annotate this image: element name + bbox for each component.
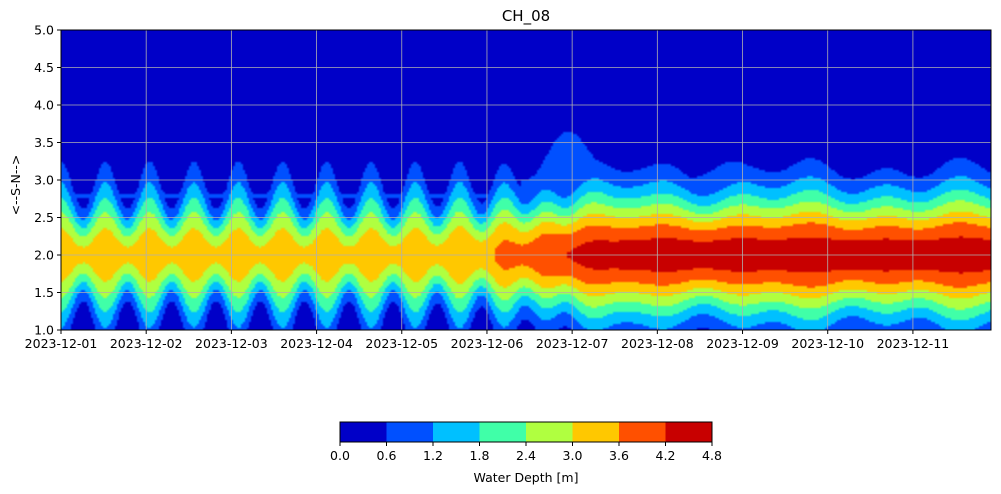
colorbar-tick-label: 3.0 (563, 448, 583, 463)
colorbar-swatch (526, 422, 573, 442)
y-tick-label: 4.0 (34, 98, 54, 113)
colorbar-tick-label: 1.2 (423, 448, 443, 463)
colorbar-tick-label: 1.8 (470, 448, 490, 463)
x-tick-label: 2023-12-02 (110, 336, 183, 351)
x-axis: 2023-12-01 2023-12-02 2023-12-03 2023-12-04… (25, 330, 950, 351)
x-tick-label: 2023-12-11 (877, 336, 950, 351)
x-tick-label: 2023-12-07 (536, 336, 609, 351)
colorbar-tick-label: 0.0 (330, 448, 350, 463)
colorbar-swatch (665, 422, 713, 442)
colorbar-ticks: 0.0 0.6 1.2 1.8 2.4 3.0 3.6 4.2 4.8 (330, 442, 722, 463)
colorbar-swatch (433, 422, 480, 442)
colorbar-swatch (386, 422, 434, 442)
y-tick-label: 2.0 (34, 248, 54, 263)
y-tick-label: 3.0 (34, 173, 54, 188)
x-tick-label: 2023-12-01 (25, 336, 98, 351)
x-tick-label: 2023-12-06 (451, 336, 524, 351)
colorbar-tick-label: 0.6 (377, 448, 397, 463)
colorbar-swatch (479, 422, 527, 442)
colorbar-label: Water Depth [m] (474, 470, 579, 485)
colorbar: 0.0 0.6 1.2 1.8 2.4 3.0 3.6 4.2 4.8 Water Depth … (330, 421, 722, 485)
chart-title: CH_08 (502, 7, 550, 26)
y-axis: 1.0 1.5 2.0 2.5 3.0 3.5 4.0 4.5 5.0 (34, 23, 61, 338)
colorbar-swatch (340, 422, 387, 442)
colorbar-swatch (619, 422, 666, 442)
colorbar-swatch (572, 422, 620, 442)
y-tick-label: 1.0 (34, 323, 54, 338)
colorbar-tick-label: 2.4 (516, 448, 536, 463)
x-tick-label: 2023-12-05 (365, 336, 438, 351)
y-tick-label: 3.5 (34, 135, 54, 150)
y-tick-label: 2.5 (34, 210, 54, 225)
colorbar-tick-label: 3.6 (609, 448, 629, 463)
x-tick-label: 2023-12-03 (195, 336, 268, 351)
x-tick-label: 2023-12-09 (706, 336, 779, 351)
y-tick-label: 1.5 (34, 285, 54, 300)
y-tick-label: 4.5 (34, 60, 54, 75)
x-tick-label: 2023-12-08 (621, 336, 694, 351)
colorbar-swatches (340, 422, 713, 442)
colorbar-tick-label: 4.8 (702, 448, 722, 463)
x-tick-label: 2023-12-10 (791, 336, 864, 351)
y-tick-label: 5.0 (34, 23, 54, 38)
y-axis-label: <--S-N--> (8, 155, 23, 216)
colorbar-tick-label: 4.2 (656, 448, 676, 463)
x-tick-label: 2023-12-04 (280, 336, 353, 351)
